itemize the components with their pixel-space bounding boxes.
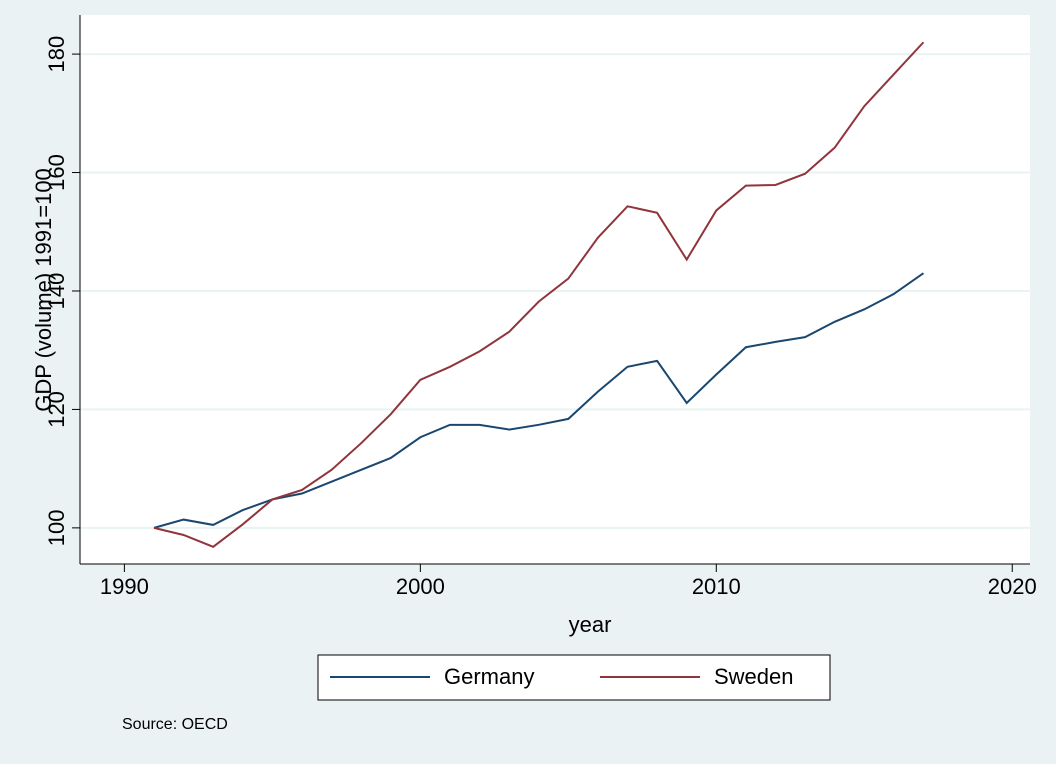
series-line (153, 272, 925, 529)
series-line (153, 41, 925, 548)
y-tick-label: 140 (44, 273, 69, 310)
y-tick-label: 100 (44, 510, 69, 547)
x-tick-label: 1990 (100, 574, 149, 599)
x-tick-label: 2000 (396, 574, 445, 599)
x-axis-label: year (569, 612, 612, 637)
x-tick-label: 2020 (988, 574, 1037, 599)
x-tick-label: 2010 (692, 574, 741, 599)
y-tick-label: 160 (44, 154, 69, 191)
y-tick-label: 120 (44, 391, 69, 428)
y-tick-label: 180 (44, 36, 69, 73)
source-note: Source: OECD (122, 716, 228, 733)
legend-label: Germany (444, 664, 534, 689)
y-axis-label: GDP (volume) 1991=100 (31, 168, 56, 412)
legend-label: Sweden (714, 664, 794, 689)
